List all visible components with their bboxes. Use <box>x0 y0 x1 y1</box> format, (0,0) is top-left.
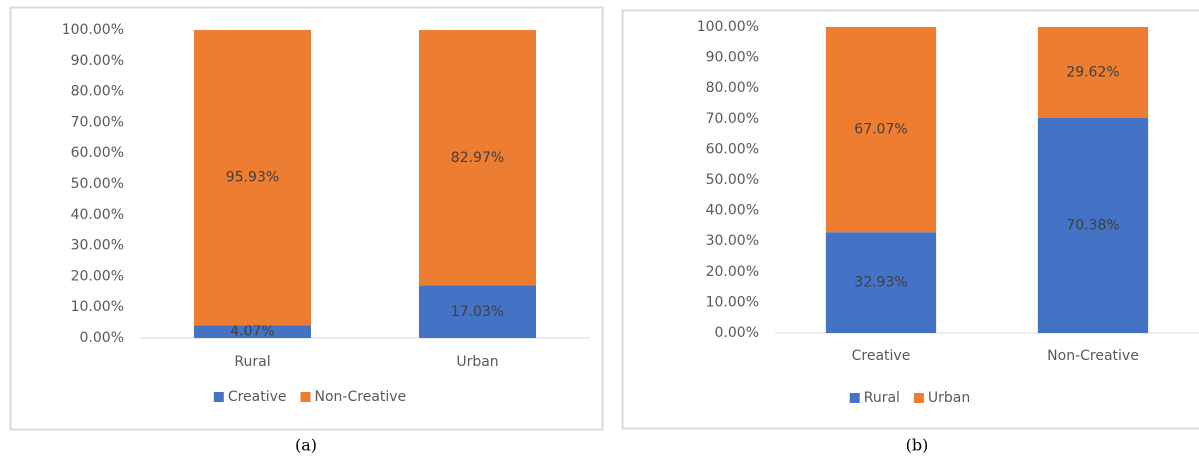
y-tick-label: 50.00% <box>706 172 759 188</box>
y-tick-label: 100.00% <box>697 19 759 35</box>
y-tick-label: 90.00% <box>71 53 124 69</box>
x-tick-label: Urban <box>456 354 498 370</box>
legend-label: Creative <box>228 389 287 405</box>
legend-swatch <box>213 392 224 402</box>
caption: (b) <box>906 436 929 455</box>
legend-swatch <box>913 393 924 403</box>
y-tick-label: 40.00% <box>71 207 124 223</box>
y-tick-label: 80.00% <box>706 80 759 96</box>
y-tick-label: 30.00% <box>706 233 759 249</box>
y-tick-label: 40.00% <box>706 203 759 219</box>
x-tick-label: Creative <box>852 348 911 364</box>
x-tick-label: Rural <box>234 354 270 370</box>
data-label: 32.93% <box>854 275 907 291</box>
bar-segment <box>1037 27 1149 118</box>
y-tick-label: 10.00% <box>706 294 759 310</box>
y-tick-label: 0.00% <box>80 330 124 346</box>
legend-label: Rural <box>864 390 900 406</box>
y-tick-label: 60.00% <box>71 145 124 161</box>
y-tick-label: 0.00% <box>715 325 759 341</box>
y-tick-label: 90.00% <box>706 50 759 66</box>
y-tick-label: 20.00% <box>71 268 124 284</box>
legend-label: Non-Creative <box>315 389 407 405</box>
y-tick-label: 70.00% <box>71 114 124 130</box>
data-label: 70.38% <box>1066 217 1119 233</box>
data-label: 4.07% <box>230 324 274 340</box>
data-label: 17.03% <box>451 304 504 320</box>
y-tick-label: 50.00% <box>71 176 124 192</box>
y-tick-label: 30.00% <box>71 238 124 254</box>
bar-segment <box>194 30 311 326</box>
legend-swatch <box>300 392 311 402</box>
legend-label: Urban <box>928 390 970 406</box>
bar-segment <box>194 325 311 338</box>
bar-segment <box>825 232 937 333</box>
caption: (a) <box>295 436 317 455</box>
x-tick-label: Non-Creative <box>1047 348 1139 364</box>
y-tick-label: 60.00% <box>706 141 759 157</box>
bar-segment <box>825 27 937 233</box>
y-tick-label: 10.00% <box>71 299 124 315</box>
data-label: 95.93% <box>226 170 279 186</box>
data-label: 82.97% <box>451 150 504 166</box>
data-label: 67.07% <box>854 122 907 138</box>
bar-segment <box>1037 117 1149 333</box>
y-tick-label: 100.00% <box>62 22 124 38</box>
bar-segment <box>419 285 536 338</box>
y-tick-label: 70.00% <box>706 111 759 127</box>
y-tick-label: 20.00% <box>706 264 759 280</box>
data-label: 29.62% <box>1066 64 1119 80</box>
y-tick-label: 80.00% <box>71 84 124 100</box>
bar-segment <box>419 30 536 286</box>
legend-swatch <box>849 393 860 403</box>
